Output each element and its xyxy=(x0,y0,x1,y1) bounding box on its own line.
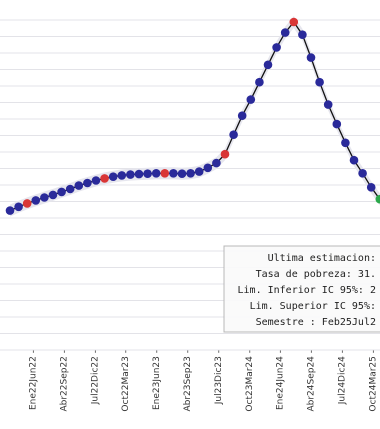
x-tick-label: Jul24Dic24 - xyxy=(338,350,348,405)
data-point-15[interactable] xyxy=(134,169,144,179)
data-point-18[interactable] xyxy=(160,169,170,178)
data-point-38[interactable] xyxy=(332,119,342,129)
data-point-43[interactable] xyxy=(375,194,380,204)
tooltip-line-title: Ultima estimacion: xyxy=(268,253,376,264)
data-point-22[interactable] xyxy=(194,167,204,176)
data-point-19[interactable] xyxy=(169,169,178,178)
data-point-30[interactable] xyxy=(263,60,273,70)
data-point-16[interactable] xyxy=(143,169,152,178)
x-tick-label: Jul22Dic22 - xyxy=(90,350,100,405)
data-point-9[interactable] xyxy=(83,178,92,188)
data-point-31[interactable] xyxy=(272,43,281,52)
data-point-41[interactable] xyxy=(358,169,367,178)
x-tick-label: Abr24Sep24 - xyxy=(307,350,317,412)
data-point-12[interactable] xyxy=(108,172,118,181)
data-point-39[interactable] xyxy=(341,138,350,148)
data-point-37[interactable] xyxy=(323,100,333,109)
x-tick-label: Oct24Mar25 - xyxy=(368,350,378,412)
data-point-14[interactable] xyxy=(126,170,135,179)
data-point-23[interactable] xyxy=(203,163,213,173)
data-point-32[interactable] xyxy=(280,28,290,37)
tooltip-line-upper: Lim. Superior IC 95%: xyxy=(250,301,376,312)
x-tick-label: Abr23Sep23 - xyxy=(183,350,193,412)
data-points xyxy=(5,17,380,215)
data-point-13[interactable] xyxy=(117,171,127,180)
data-point-3[interactable] xyxy=(31,196,41,205)
data-point-36[interactable] xyxy=(315,77,324,87)
data-point-35[interactable] xyxy=(306,53,316,62)
data-point-2[interactable] xyxy=(22,199,32,208)
tooltip-line-rate: Tasa de pobreza: 31. xyxy=(256,269,376,280)
data-point-27[interactable] xyxy=(237,111,247,120)
x-tick-label: Jul23Dic23 - xyxy=(214,350,224,405)
tooltip-box xyxy=(223,245,380,333)
data-point-24[interactable] xyxy=(212,158,221,168)
x-tick-label: Abr22Sep22 - xyxy=(59,350,69,412)
data-point-26[interactable] xyxy=(229,130,238,139)
x-axis-ticks: Ene22Jun22 - Abr22Sep22 - Jul22Dic22 - Oct2… xyxy=(29,350,379,412)
x-tick-label: Ene24Jun24 - xyxy=(276,350,286,410)
data-point-29[interactable] xyxy=(255,77,264,87)
data-point-28[interactable] xyxy=(246,95,256,104)
data-point-11[interactable] xyxy=(100,174,109,183)
tooltip: Ultima estimacion: Tasa de pobreza: 31. … xyxy=(223,245,380,333)
data-point-1[interactable] xyxy=(14,202,23,212)
data-point-0[interactable] xyxy=(5,206,15,215)
data-point-33[interactable] xyxy=(289,17,299,27)
data-point-8[interactable] xyxy=(74,181,84,190)
data-point-25[interactable] xyxy=(220,149,230,159)
data-point-7[interactable] xyxy=(65,184,75,194)
data-point-4[interactable] xyxy=(40,193,49,202)
data-point-17[interactable] xyxy=(151,169,161,178)
tooltip-line-semester: Semestre : Feb25Jul2 xyxy=(256,317,376,328)
data-point-34[interactable] xyxy=(298,30,307,39)
x-tick-label: Oct23Mar24 - xyxy=(245,350,255,412)
data-point-21[interactable] xyxy=(186,169,195,178)
x-tick-label: Oct22Mar23 - xyxy=(121,350,131,412)
tooltip-line-lower: Lim. Inferior IC 95%: 2 xyxy=(238,285,376,296)
x-tick-label: Ene22Jun22 - xyxy=(29,350,39,410)
data-point-10[interactable] xyxy=(91,176,101,185)
data-point-42[interactable] xyxy=(366,183,376,192)
data-point-5[interactable] xyxy=(48,190,58,200)
x-tick-label: Ene23Jun23 - xyxy=(152,350,162,410)
data-point-20[interactable] xyxy=(177,169,187,178)
data-point-40[interactable] xyxy=(349,155,359,165)
data-point-6[interactable] xyxy=(57,187,66,197)
